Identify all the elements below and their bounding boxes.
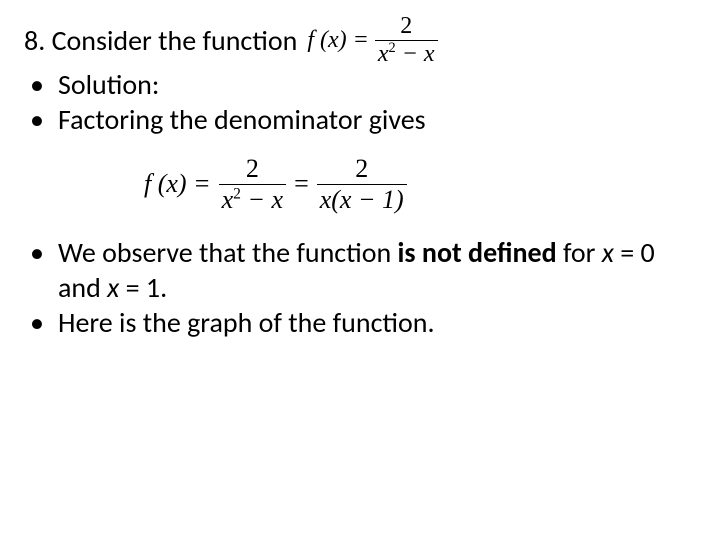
bullet-glyph: • [24, 305, 58, 340]
bullet-text: Here is the graph of the function. [58, 305, 696, 340]
eq-lhs: f (x) = [144, 169, 211, 199]
heading-equation: f (x) = 2 x2 − x [307, 14, 437, 67]
problem-heading: 8. Consider the function f (x) = 2 x2 − … [24, 14, 696, 67]
problem-heading-text: 8. Consider the function [24, 23, 297, 58]
eq-left-den: x2 − x [219, 186, 286, 213]
factored-equation: f (x) = 2 x2 − x = 2 x(x − 1) [144, 155, 696, 213]
bullet-text-observation: We observe that the function is not defi… [58, 235, 696, 305]
eq-left-num: 2 [243, 155, 262, 182]
bullets-bottom: • We observe that the function is not de… [24, 235, 696, 340]
list-item: • We observe that the function is not de… [24, 235, 696, 305]
eq-right-den: x(x − 1) [317, 186, 407, 213]
bullet-glyph: • [24, 235, 58, 270]
bullet-text: Solution: [58, 67, 696, 102]
eq-equals: = [294, 169, 309, 199]
heading-eq-denominator: x2 − x [375, 42, 438, 67]
list-item: • Solution: [24, 67, 696, 102]
slide-root: 8. Consider the function f (x) = 2 x2 − … [0, 0, 720, 540]
heading-eq-lhs: f (x) = [307, 27, 369, 54]
bullet-glyph: • [24, 67, 58, 102]
bullet-glyph: • [24, 102, 58, 137]
bullets-top: • Solution: • Factoring the denominator … [24, 67, 696, 137]
heading-eq-fraction: 2 x2 − x [375, 14, 438, 67]
list-item: • Factoring the denominator gives [24, 102, 696, 137]
bullet-text: Factoring the denominator gives [58, 102, 696, 137]
heading-eq-numerator: 2 [397, 14, 415, 39]
list-item: • Here is the graph of the function. [24, 305, 696, 340]
eq-left-fraction: 2 x2 − x [219, 155, 286, 213]
eq-right-fraction: 2 x(x − 1) [317, 155, 407, 213]
eq-right-num: 2 [352, 155, 371, 182]
